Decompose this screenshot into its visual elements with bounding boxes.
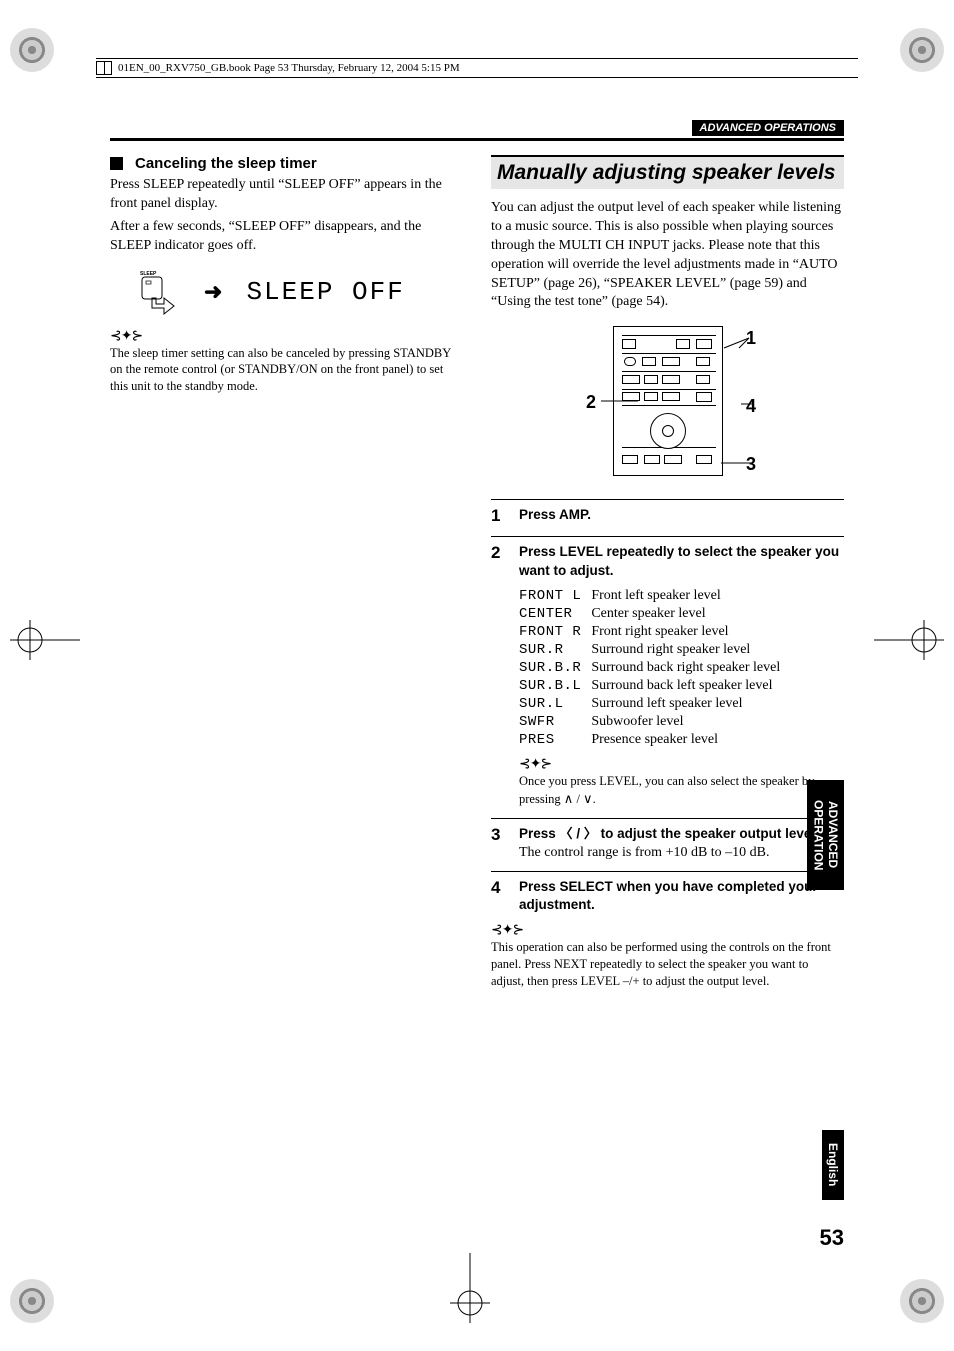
step-number: 4 <box>491 878 505 914</box>
intro-paragraph: You can adjust the output level of each … <box>491 199 844 312</box>
speaker-table: FRONT LFront left speaker level CENTERCe… <box>519 588 790 750</box>
step-3: 3 Press 〈 / 〉 to adjust the speaker outp… <box>491 818 844 861</box>
tip-icon: ⊰✦⊱ <box>491 922 844 939</box>
remote-mini-icon: SLEEP <box>140 268 180 316</box>
table-row: SUR.B.RSurround back right speaker level <box>519 660 790 678</box>
step-subtext: The control range is from +10 dB to –10 … <box>519 845 844 861</box>
step-2: 2 Press LEVEL repeatedly to select the s… <box>491 536 844 807</box>
step-title: Press 〈 / 〉 to adjust the speaker output… <box>519 825 844 843</box>
tip-text: The sleep timer setting can also be canc… <box>110 345 463 396</box>
sleep-off-figure: SLEEP ➜ SLEEP OFF <box>140 268 463 316</box>
heading-text: Canceling the sleep timer <box>135 155 317 172</box>
chevron-right-icon: 〉 <box>584 826 597 841</box>
table-row: CENTERCenter speaker level <box>519 606 790 624</box>
table-row: SUR.B.LSurround back left speaker level <box>519 678 790 696</box>
step-4: 4 Press SELECT when you have completed y… <box>491 871 844 914</box>
lcd-display: SLEEP OFF <box>246 277 404 307</box>
table-row: SUR.RSurround right speaker level <box>519 642 790 660</box>
paragraph: After a few seconds, “SLEEP OFF” disappe… <box>110 218 463 256</box>
table-row: FRONT LFront left speaker level <box>519 588 790 606</box>
crop-mark-icon <box>10 28 54 72</box>
header-text: 01EN_00_RXV750_GB.book Page 53 Thursday,… <box>118 62 460 74</box>
callout-3: 3 <box>746 454 756 475</box>
heading-cancel-sleep: Canceling the sleep timer <box>110 155 463 172</box>
square-bullet-icon <box>110 157 123 170</box>
step-title: Press LEVEL repeatedly to select the spe… <box>519 543 844 579</box>
svg-text:SLEEP: SLEEP <box>140 271 157 277</box>
step-number: 1 <box>491 506 505 526</box>
step-number: 2 <box>491 543 505 807</box>
arrow-right-icon: ➜ <box>204 279 222 305</box>
callout-2: 2 <box>586 392 596 413</box>
chevron-left-icon: 〈 <box>560 826 573 841</box>
page-number: 53 <box>820 1225 844 1251</box>
callout-4: 4 <box>746 396 756 417</box>
table-row: PRESPresence speaker level <box>519 732 790 750</box>
table-row: SUR.LSurround left speaker level <box>519 696 790 714</box>
right-column: Manually adjusting speaker levels You ca… <box>491 155 844 990</box>
registration-mark-icon <box>874 620 944 660</box>
remote-diagram: 2 <box>491 326 844 481</box>
step-1: 1 Press AMP. <box>491 499 844 526</box>
tip-text: This operation can also be performed usi… <box>491 939 844 990</box>
tip-text: Once you press LEVEL, you can also selec… <box>519 773 844 808</box>
side-tab-english: English <box>822 1130 844 1200</box>
crop-mark-icon <box>900 1279 944 1323</box>
step-number: 3 <box>491 825 505 861</box>
step-title: Press AMP. <box>519 506 844 524</box>
table-row: SWFRSubwoofer level <box>519 714 790 732</box>
registration-mark-icon <box>450 1253 490 1323</box>
crop-mark-icon <box>10 1279 54 1323</box>
side-tab-advanced: ADVANCED OPERATION <box>807 780 844 890</box>
book-icon <box>96 61 112 75</box>
remote-icon <box>613 326 723 476</box>
chevron-down-icon: ∨ <box>583 791 593 806</box>
step-title: Press SELECT when you have completed you… <box>519 878 844 914</box>
table-row: FRONT RFront right speaker level <box>519 624 790 642</box>
rule <box>110 138 844 141</box>
pdf-header: 01EN_00_RXV750_GB.book Page 53 Thursday,… <box>96 58 858 78</box>
left-column: Canceling the sleep timer Press SLEEP re… <box>110 155 463 990</box>
paragraph: Press SLEEP repeatedly until “SLEEP OFF”… <box>110 176 463 214</box>
tip-icon: ⊰✦⊱ <box>110 328 463 345</box>
chevron-up-icon: ∧ <box>564 791 574 806</box>
tip-icon: ⊰✦⊱ <box>519 756 844 773</box>
section-title: Manually adjusting speaker levels <box>491 155 844 189</box>
registration-mark-icon <box>10 620 80 660</box>
section-band: ADVANCED OPERATIONS <box>692 120 845 136</box>
crop-mark-icon <box>900 28 944 72</box>
callout-1: 1 <box>746 328 756 349</box>
